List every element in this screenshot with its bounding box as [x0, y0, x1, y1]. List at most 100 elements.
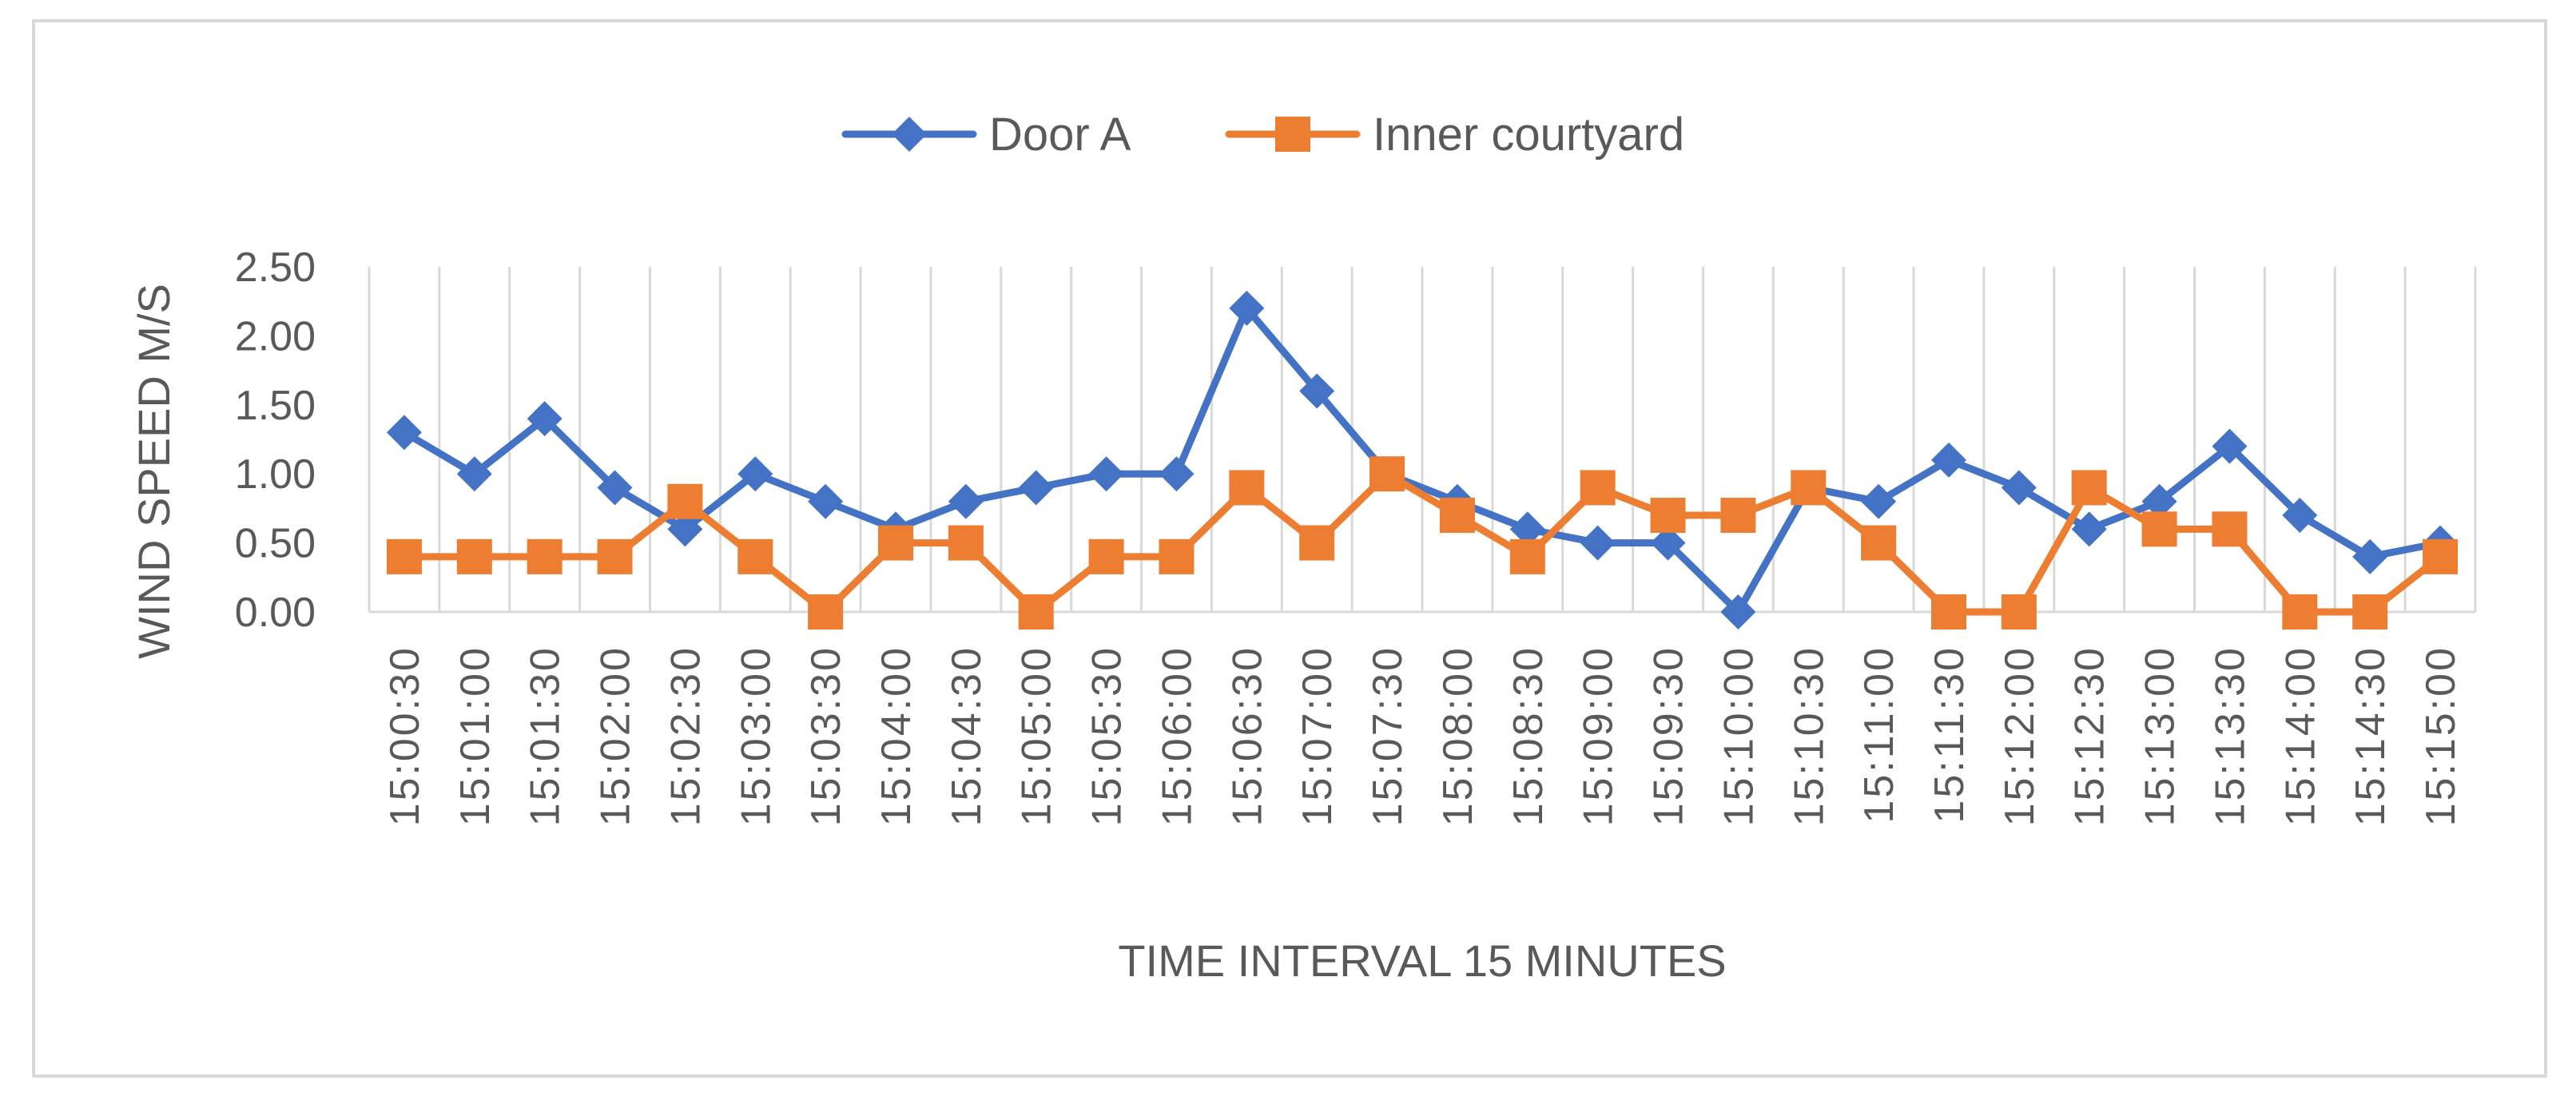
legend-label: Inner courtyard — [1373, 109, 1684, 161]
data-point-diamond — [1509, 511, 1545, 547]
legend-label: Door A — [989, 109, 1131, 161]
data-point-diamond — [808, 483, 844, 519]
legend-item-inner-courtyard: Inner courtyard — [1225, 109, 1684, 161]
series-inner-courtyard — [386, 456, 2459, 629]
x-tick-label: 15:10:00 — [1715, 645, 1762, 826]
x-tick-label: 15:05:00 — [1014, 645, 1060, 826]
data-point-square — [1018, 594, 1054, 629]
y-axis-title: WIND SPEED M/S — [129, 284, 179, 659]
data-point-square — [2141, 511, 2177, 547]
data-point-square — [2282, 594, 2318, 629]
x-tick-label: 15:07:30 — [1365, 645, 1411, 826]
x-tick-label: 15:03:00 — [733, 645, 779, 826]
data-point-square — [2212, 511, 2248, 547]
legend: Door A Inner courtyard — [841, 109, 1684, 161]
data-point-diamond — [1299, 373, 1335, 409]
x-tick-label: 15:07:00 — [1294, 645, 1341, 826]
x-tick-label: 15:08:00 — [1435, 645, 1481, 826]
data-point-diamond — [667, 511, 703, 547]
data-point-diamond — [527, 401, 563, 437]
data-point-diamond — [2352, 538, 2388, 574]
data-point-diamond — [2001, 470, 2037, 506]
x-tick-label: 15:12:30 — [2067, 645, 2113, 826]
data-point-square — [737, 538, 773, 574]
x-tick-label: 15:04:00 — [873, 645, 920, 826]
x-tick-label: 15:03:30 — [803, 645, 849, 826]
data-point-square — [527, 538, 563, 574]
data-point-diamond — [1088, 456, 1124, 492]
x-tick-label: 15:11:00 — [1856, 645, 1902, 824]
y-tick-label: 2.50 — [235, 244, 316, 291]
data-point-square — [1299, 525, 1335, 561]
data-point-square — [1861, 525, 1897, 561]
data-point-diamond — [1650, 525, 1686, 561]
x-tick-label: 15:09:30 — [1646, 645, 1692, 826]
data-point-diamond — [2071, 511, 2107, 547]
data-point-square — [1229, 470, 1265, 506]
data-point-square — [1791, 470, 1827, 506]
legend-marker — [1275, 117, 1310, 152]
x-tick-label: 15:13:30 — [2207, 645, 2253, 826]
x-tick-label: 15:12:00 — [1997, 645, 2043, 826]
data-point-square — [1720, 498, 1756, 534]
data-point-diamond — [1018, 470, 1054, 506]
data-point-square — [878, 525, 913, 561]
data-point-square — [2001, 594, 2037, 629]
data-point-square — [667, 483, 703, 519]
x-tick-label: 15:02:30 — [662, 645, 709, 826]
data-point-diamond — [597, 470, 633, 506]
data-point-square — [1159, 538, 1195, 574]
data-point-square — [2071, 470, 2107, 506]
data-point-diamond — [2212, 428, 2248, 464]
legend-item-door-a: Door A — [841, 109, 1131, 161]
data-point-square — [597, 538, 633, 574]
x-tick-label: 15:04:30 — [944, 645, 990, 826]
x-tick-label: 15:09:00 — [1576, 645, 1622, 826]
x-tick-label: 15:11:30 — [1926, 645, 1973, 824]
x-tick-label: 15:06:00 — [1154, 645, 1200, 826]
data-point-square — [386, 538, 422, 574]
x-tick-label: 15:14:30 — [2347, 645, 2394, 826]
x-tick-label: 15:08:30 — [1505, 645, 1552, 826]
x-tick-label: 15:02:00 — [593, 645, 639, 826]
y-tick-label: 1.00 — [235, 451, 316, 498]
data-point-diamond — [737, 456, 773, 492]
data-point-diamond — [1720, 594, 1756, 629]
data-point-square — [1369, 456, 1405, 492]
data-point-diamond — [1931, 442, 1966, 478]
data-point-diamond — [1580, 525, 1616, 561]
x-tick-label: 15:01:00 — [452, 645, 499, 826]
y-tick-label: 0.00 — [235, 590, 316, 636]
data-point-square — [1650, 498, 1686, 534]
data-point-diamond — [1861, 483, 1897, 519]
data-point-diamond — [456, 456, 492, 492]
x-tick-label: 15:06:30 — [1224, 645, 1270, 826]
x-tick-label: 15:15:00 — [2418, 645, 2464, 826]
data-point-diamond — [2282, 498, 2318, 534]
data-point-diamond — [1159, 456, 1195, 492]
x-tick-label: 15:14:00 — [2277, 645, 2324, 826]
legend-marker — [892, 117, 927, 152]
gridlines — [368, 267, 2477, 612]
data-point-square — [808, 594, 844, 629]
x-tick-label: 15:01:30 — [523, 645, 569, 826]
x-tick-label: 15:05:30 — [1084, 645, 1131, 826]
data-point-square — [2352, 594, 2388, 629]
chart-frame — [32, 19, 2547, 1078]
data-point-square — [948, 525, 984, 561]
data-point-diamond — [948, 483, 984, 519]
data-point-square — [1931, 594, 1966, 629]
x-axis-title: TIME INTERVAL 15 MINUTES — [1118, 935, 1726, 986]
data-point-diamond — [2141, 483, 2177, 519]
data-point-square — [456, 538, 492, 574]
series-group — [386, 290, 2459, 629]
y-tick-label: 0.50 — [235, 521, 316, 567]
x-tick-label: 15:00:30 — [382, 645, 428, 826]
data-point-square — [1088, 538, 1124, 574]
x-tick-label: 15:10:30 — [1786, 645, 1832, 826]
data-point-square — [1580, 470, 1616, 506]
data-point-diamond — [386, 415, 422, 451]
data-point-square — [2423, 538, 2459, 574]
data-point-square — [1439, 498, 1475, 534]
